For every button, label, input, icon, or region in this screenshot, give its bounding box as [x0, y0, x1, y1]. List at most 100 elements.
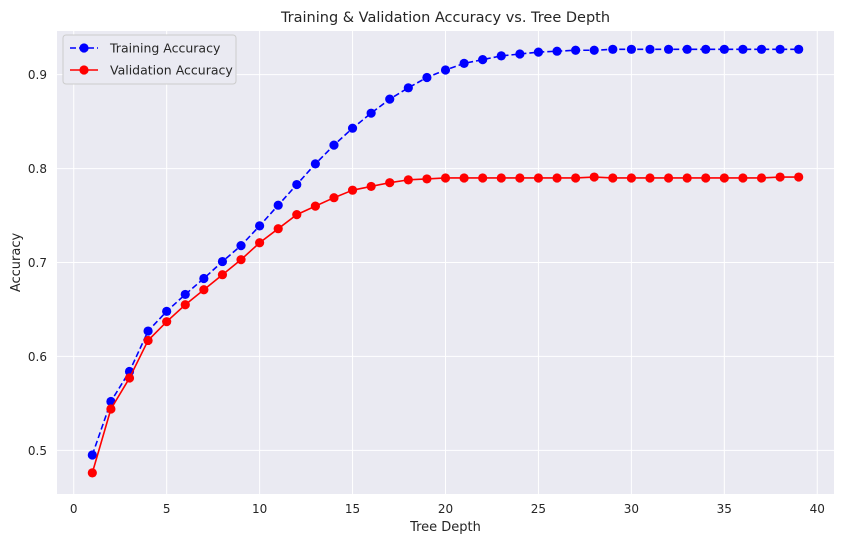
series-0 — [87, 44, 804, 460]
data-point — [310, 159, 320, 169]
data-point — [459, 173, 469, 183]
data-point — [403, 175, 413, 185]
data-point — [87, 468, 97, 478]
data-point — [478, 173, 488, 183]
data-point — [385, 94, 395, 104]
x-tick-label: 20 — [438, 502, 453, 516]
data-point — [552, 173, 562, 183]
legend-box — [62, 34, 237, 85]
data-point — [552, 46, 562, 56]
data-point — [663, 173, 674, 183]
data-point — [255, 221, 265, 231]
series-1 — [87, 172, 804, 478]
data-point — [701, 173, 711, 183]
data-point — [701, 44, 711, 54]
x-tick-label: 0 — [70, 502, 78, 516]
x-tick-label: 25 — [531, 502, 546, 516]
tick-labels: 0 5 10 15 20 25 30 35 40 0.5 0.6 0.7 0.8 0.9 — [28, 68, 825, 516]
data-point — [273, 224, 283, 234]
data-point — [180, 300, 190, 310]
data-point — [199, 285, 209, 295]
legend-label-training: Training Accuracy — [109, 41, 221, 56]
data-point — [347, 185, 358, 195]
data-point — [533, 173, 544, 183]
data-point — [255, 238, 265, 248]
data-point — [180, 289, 190, 300]
data-point — [366, 108, 376, 118]
data-point — [515, 49, 525, 59]
data-point — [329, 193, 339, 203]
data-point — [329, 140, 339, 150]
data-point — [571, 173, 581, 183]
y-tick-label: 0.7 — [28, 256, 47, 270]
data-point — [310, 201, 320, 211]
data-point — [794, 44, 804, 54]
data-point — [794, 172, 804, 182]
x-tick-label: 30 — [624, 502, 639, 516]
data-point — [608, 173, 618, 183]
grid — [57, 31, 834, 494]
data-point — [682, 44, 692, 54]
data-point — [645, 173, 655, 183]
chart-title: Training & Validation Accuracy vs. Tree … — [280, 10, 610, 26]
data-point — [440, 65, 451, 75]
series-layer — [87, 44, 804, 478]
legend: Training Accuracy Validation Accuracy — [62, 34, 237, 85]
data-point — [143, 326, 153, 336]
y-tick-label: 0.5 — [28, 444, 47, 458]
data-point — [756, 44, 767, 54]
data-point — [292, 210, 302, 220]
y-tick-label: 0.6 — [28, 350, 47, 364]
data-point — [645, 44, 655, 54]
data-point — [515, 173, 525, 183]
x-tick-label: 10 — [252, 502, 267, 516]
y-tick-label: 0.9 — [28, 68, 47, 82]
x-tick-label: 15 — [345, 502, 360, 516]
data-point — [217, 256, 228, 267]
data-point — [385, 178, 395, 188]
data-point — [162, 306, 172, 316]
data-point — [589, 45, 599, 55]
data-point — [347, 123, 358, 133]
data-point — [496, 173, 506, 183]
data-point — [236, 240, 246, 251]
data-point — [571, 45, 581, 55]
data-point — [87, 450, 97, 460]
data-point — [440, 173, 451, 183]
data-point — [236, 255, 246, 265]
y-axis-label: Accuracy — [9, 233, 24, 293]
x-tick-label: 40 — [810, 502, 825, 516]
data-point — [496, 51, 506, 61]
data-point — [478, 55, 488, 65]
x-tick-label: 35 — [717, 502, 732, 516]
data-point — [459, 58, 469, 69]
legend-label-validation: Validation Accuracy — [110, 63, 233, 78]
legend-marker-validation — [79, 65, 89, 75]
data-point — [273, 200, 283, 210]
data-point — [608, 44, 618, 54]
data-point — [106, 404, 116, 414]
data-point — [626, 44, 636, 54]
legend-marker-training — [79, 43, 89, 53]
data-point — [217, 270, 228, 280]
x-tick-label: 5 — [163, 502, 171, 516]
data-point — [775, 44, 785, 54]
data-point — [199, 273, 209, 284]
data-point — [533, 47, 544, 57]
data-point — [589, 172, 599, 182]
data-point — [403, 83, 413, 93]
x-axis-label: Tree Depth — [409, 520, 481, 535]
data-point — [719, 173, 729, 183]
data-point — [775, 172, 785, 182]
data-point — [738, 44, 748, 54]
data-point — [422, 72, 432, 83]
data-point — [626, 173, 636, 183]
data-point — [143, 335, 153, 346]
data-point — [756, 173, 767, 183]
data-point — [682, 173, 692, 183]
data-point — [292, 179, 302, 190]
data-point — [422, 174, 432, 184]
data-point — [366, 181, 376, 192]
data-point — [162, 317, 172, 327]
